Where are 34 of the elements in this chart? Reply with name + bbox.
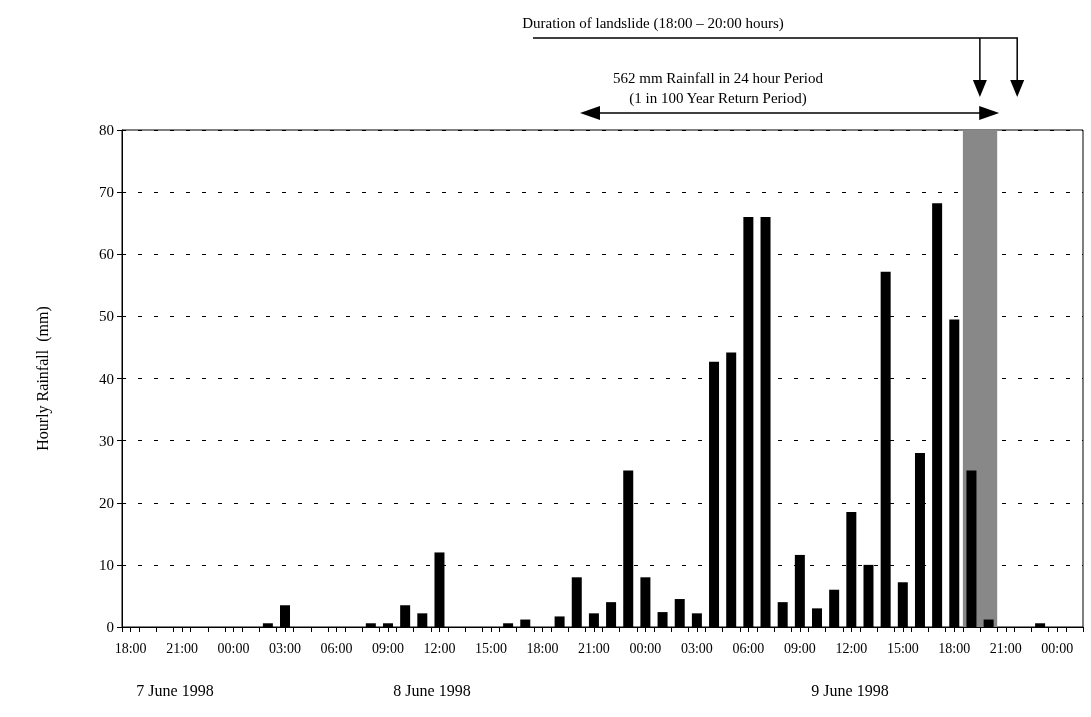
x-tick-label: 21:00	[577, 640, 610, 656]
x-tick-label: 21:00	[989, 640, 1022, 656]
x-tick-label: 03:00	[680, 640, 713, 656]
y-axis-title: Hourly Rainfall (mm)	[33, 306, 52, 451]
text: Duration of landslide (18:00 – 20:00 hours)	[522, 15, 784, 32]
x-tick-label: 18:00	[938, 640, 971, 656]
x-tick-label: 03:00	[269, 640, 301, 656]
x-tick-label: 09:00	[783, 640, 816, 656]
y-tick-label: 0	[106, 619, 114, 635]
y-tick-label: 20	[99, 494, 114, 511]
x-tick-label: 12:00	[835, 640, 868, 656]
x-tick-label: 18:00	[114, 640, 147, 656]
text: 562 mm Rainfall in 24 hour Period (1 in 100 Year Return Period)	[613, 70, 824, 107]
x-tick-label: 06:00	[732, 640, 765, 656]
x-tick-label: 15:00	[475, 640, 507, 656]
y-tick-label: 80	[99, 122, 114, 138]
y-tick-label: 60	[99, 246, 114, 263]
x-tick-label: 12:00	[423, 640, 456, 656]
y-tick-label: 10	[99, 556, 114, 573]
x-tick-label: 09:00	[372, 640, 404, 656]
text: 9 June 1998	[811, 681, 889, 699]
x-tick-label: 00:00	[217, 640, 250, 656]
text: 7 June 1998	[136, 681, 214, 699]
x-tick-label: 21:00	[166, 640, 199, 656]
x-tick-label: 00:00	[629, 640, 662, 656]
y-tick-label: 70	[99, 184, 114, 201]
y-tick-label: 40	[99, 370, 114, 387]
x-tick-label: 06:00	[320, 640, 353, 656]
text: 8 June 1998	[393, 681, 471, 699]
y-tick-label: 30	[99, 432, 114, 449]
y-tick-label: 50	[99, 308, 114, 325]
x-tick-label: 00:00	[1041, 640, 1074, 656]
x-tick-label: 15:00	[886, 640, 919, 656]
x-tick-label: 18:00	[526, 640, 559, 656]
